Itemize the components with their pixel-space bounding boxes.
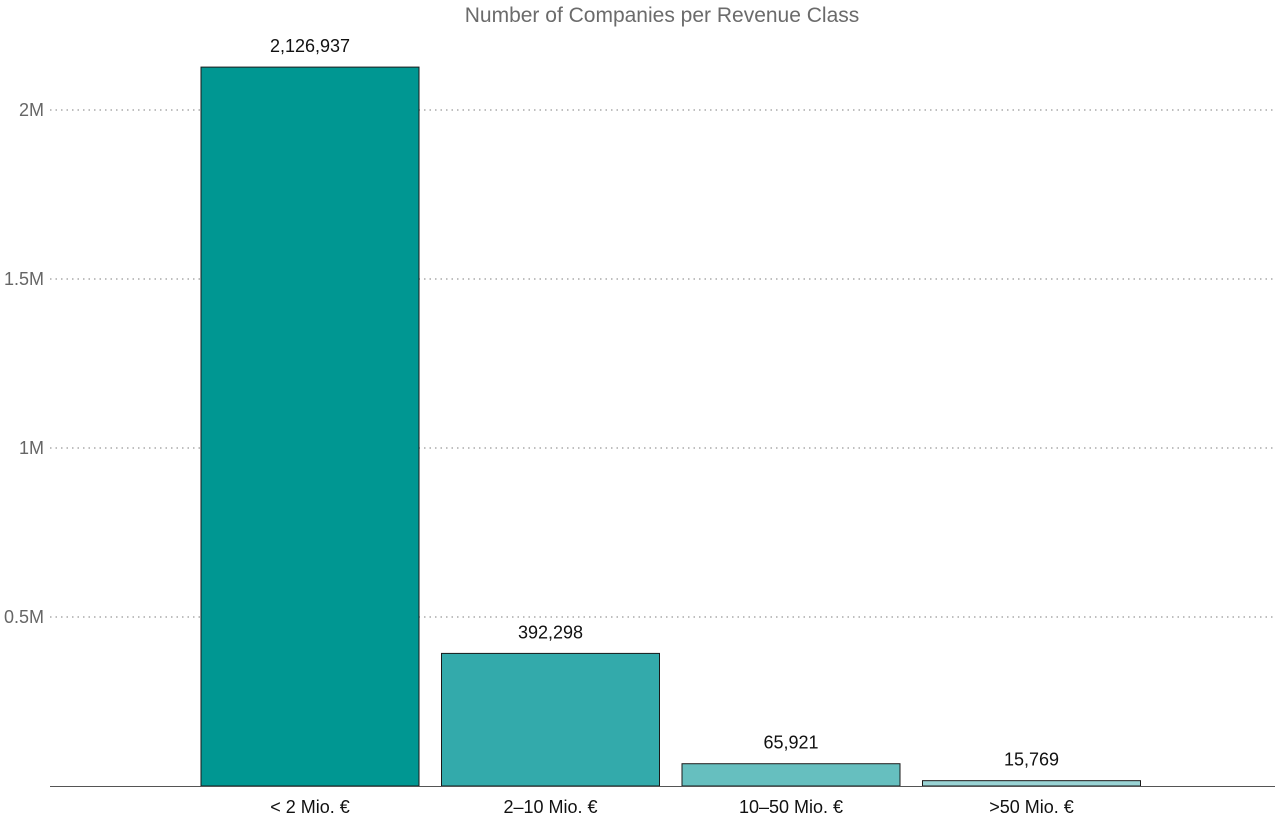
bar-value-label: 65,921 bbox=[763, 733, 818, 753]
bar bbox=[922, 780, 1141, 787]
y-tick-label: 0.5M bbox=[4, 607, 44, 627]
bar-value-label: 392,298 bbox=[518, 622, 583, 642]
x-tick-label: 2–10 Mio. € bbox=[503, 797, 597, 817]
y-tick-label: 1M bbox=[19, 438, 44, 458]
bar bbox=[200, 66, 420, 787]
x-tick-label: >50 Mio. € bbox=[989, 797, 1074, 817]
chart-title: Number of Companies per Revenue Class bbox=[465, 4, 860, 27]
y-tick-label: 2M bbox=[19, 100, 44, 120]
x-axis-ticks: < 2 Mio. € 2–10 Mio. € 10–50 Mio. € >50 Mio… bbox=[270, 797, 1074, 817]
bar-value-label: 2,126,937 bbox=[270, 36, 350, 56]
x-tick-label: < 2 Mio. € bbox=[270, 797, 350, 817]
bar-value-label: 15,769 bbox=[1004, 750, 1059, 770]
y-axis-ticks: 0.5M 1M 1.5M 2M bbox=[4, 100, 44, 627]
y-tick-label: 1.5M bbox=[4, 269, 44, 289]
bar bbox=[681, 763, 901, 787]
data-labels: 2,126,937 392,298 65,921 15,769 bbox=[270, 36, 1059, 770]
x-tick-label: 10–50 Mio. € bbox=[739, 797, 843, 817]
bar bbox=[441, 652, 660, 787]
bars bbox=[200, 66, 1141, 787]
